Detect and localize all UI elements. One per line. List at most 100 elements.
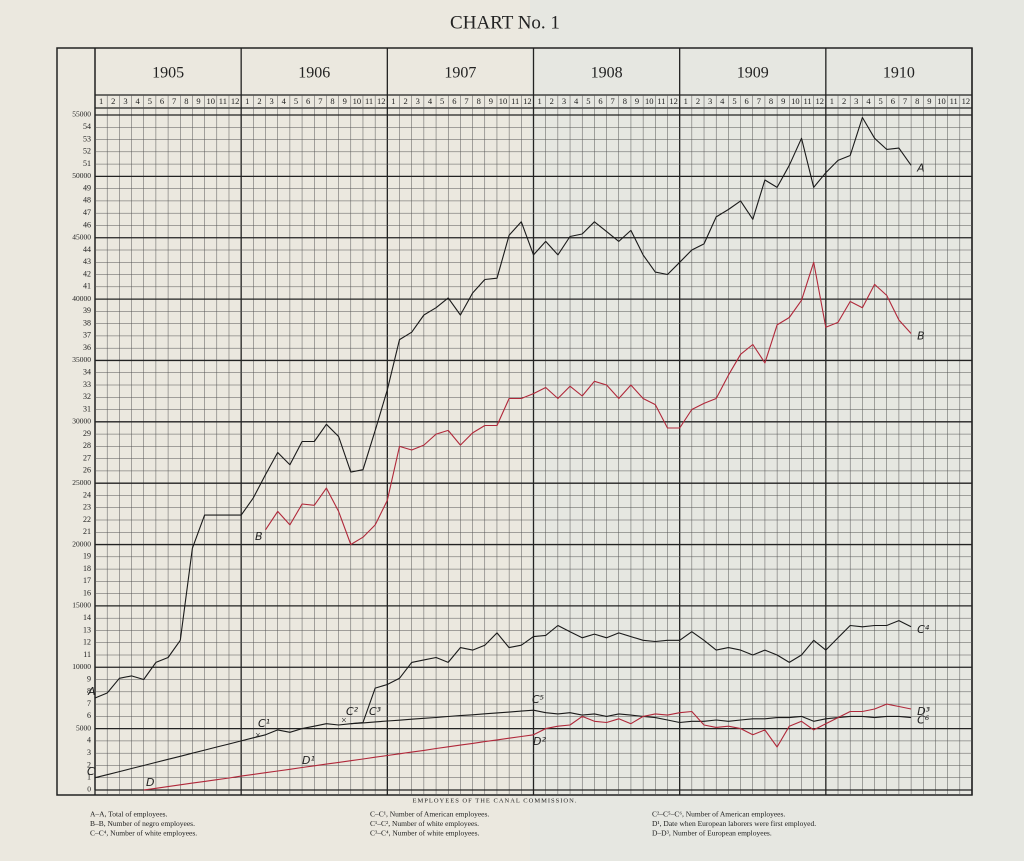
series-label: C⁶ xyxy=(917,714,930,727)
y-tick-label: 9 xyxy=(87,674,91,683)
month-label: 7 xyxy=(757,96,761,106)
y-tick-label: 18 xyxy=(83,564,91,573)
y-tick-label: 54 xyxy=(83,122,91,131)
month-label: 8 xyxy=(184,96,188,106)
y-tick-label: 22 xyxy=(83,515,91,524)
series-line xyxy=(94,116,912,699)
annotation: B xyxy=(255,530,263,543)
month-label: 1 xyxy=(537,96,541,106)
y-tick-label: 53 xyxy=(83,134,91,143)
annotation: C³ xyxy=(369,705,382,718)
y-tick-label: 11 xyxy=(83,650,91,659)
annotation: C xyxy=(87,765,95,778)
month-label: 8 xyxy=(623,96,627,106)
y-tick-label: 20000 xyxy=(72,539,91,548)
y-tick-label: 24 xyxy=(83,490,91,499)
month-label: 10 xyxy=(645,96,654,106)
y-tick-label: 51 xyxy=(83,159,91,168)
annotation: D² xyxy=(533,735,546,748)
month-label: 5 xyxy=(294,96,298,106)
note: C–C⁴, Number of white employees. xyxy=(90,829,197,838)
month-label: 5 xyxy=(148,96,152,106)
y-tick-label: 17 xyxy=(83,576,91,585)
month-label: 3 xyxy=(123,96,127,106)
month-label: 4 xyxy=(720,96,725,106)
y-tick-label: 39 xyxy=(83,306,91,315)
y-tick-label: 36 xyxy=(83,343,91,352)
y-tick-label: 2 xyxy=(87,760,91,769)
y-tick-label: 44 xyxy=(83,245,91,254)
month-label: 2 xyxy=(842,96,846,106)
month-label: 7 xyxy=(903,96,907,106)
month-label: 4 xyxy=(428,96,433,106)
caption: EMPLOYEES OF THE CANAL COMMISSION. xyxy=(413,797,578,804)
series-label: D³ xyxy=(917,705,930,718)
y-tick-label: 6 xyxy=(87,711,91,720)
month-label: 12 xyxy=(231,96,240,106)
month-label: 4 xyxy=(282,96,287,106)
series-line xyxy=(143,703,912,791)
month-label: 6 xyxy=(160,96,164,106)
month-label: 10 xyxy=(353,96,362,106)
year-label: 1906 xyxy=(298,65,330,82)
month-label: 5 xyxy=(586,96,590,106)
month-label: 6 xyxy=(306,96,310,106)
y-tick-label: 47 xyxy=(83,208,91,217)
y-tick-label: 7 xyxy=(87,699,91,708)
note: C²–C⁵–C⁶, Number of American employees. xyxy=(652,810,785,819)
y-tick-label: 43 xyxy=(83,257,91,266)
y-tick-label: 32 xyxy=(83,392,91,401)
month-label: 12 xyxy=(962,96,971,106)
y-tick-label: 31 xyxy=(83,404,91,413)
month-label: 6 xyxy=(745,96,749,106)
year-label: 1905 xyxy=(152,65,184,82)
month-label: 11 xyxy=(803,96,811,106)
y-tick-label: 28 xyxy=(83,441,91,450)
month-label: 9 xyxy=(927,96,931,106)
y-tick-label: 34 xyxy=(83,368,91,377)
month-label: 4 xyxy=(866,96,871,106)
cross-marker: × xyxy=(341,715,347,726)
y-tick-label: 15000 xyxy=(72,601,91,610)
note: C–C¹, Number of American employees. xyxy=(370,810,489,819)
y-tick-label: 0 xyxy=(87,785,91,794)
month-label: 11 xyxy=(365,96,373,106)
month-label: 1 xyxy=(99,96,103,106)
series-line xyxy=(94,620,912,779)
month-label: 6 xyxy=(891,96,895,106)
month-label: 9 xyxy=(343,96,347,106)
year-label: 1908 xyxy=(591,65,623,82)
month-label: 1 xyxy=(830,96,834,106)
month-label: 7 xyxy=(464,96,468,106)
y-tick-label: 1 xyxy=(87,773,91,782)
month-label: 3 xyxy=(562,96,566,106)
month-label: 9 xyxy=(635,96,639,106)
month-label: 8 xyxy=(769,96,773,106)
month-label: 12 xyxy=(523,96,532,106)
note: C¹–C², Number of white employees. xyxy=(370,819,479,828)
month-label: 10 xyxy=(937,96,946,106)
note: D¹, Date when European laborers were fir… xyxy=(652,819,816,828)
month-label: 11 xyxy=(657,96,665,106)
series-line xyxy=(350,709,912,725)
year-label: 1910 xyxy=(883,65,915,82)
month-label: 12 xyxy=(377,96,386,106)
annotation: D¹ xyxy=(302,754,315,767)
month-label: 6 xyxy=(598,96,602,106)
month-label: 8 xyxy=(915,96,919,106)
month-label: 5 xyxy=(440,96,444,106)
month-label: 2 xyxy=(111,96,115,106)
series-label: B xyxy=(917,329,925,342)
y-tick-label: 29 xyxy=(83,429,91,438)
month-label: 5 xyxy=(879,96,883,106)
y-tick-label: 13 xyxy=(83,625,91,634)
month-label: 9 xyxy=(781,96,785,106)
month-label: 3 xyxy=(854,96,858,106)
y-tick-label: 55000 xyxy=(72,110,91,119)
y-tick-label: 38 xyxy=(83,318,91,327)
note: D–D³, Number of European employees. xyxy=(652,829,772,838)
month-label: 4 xyxy=(574,96,579,106)
month-label: 7 xyxy=(611,96,615,106)
month-label: 2 xyxy=(550,96,554,106)
